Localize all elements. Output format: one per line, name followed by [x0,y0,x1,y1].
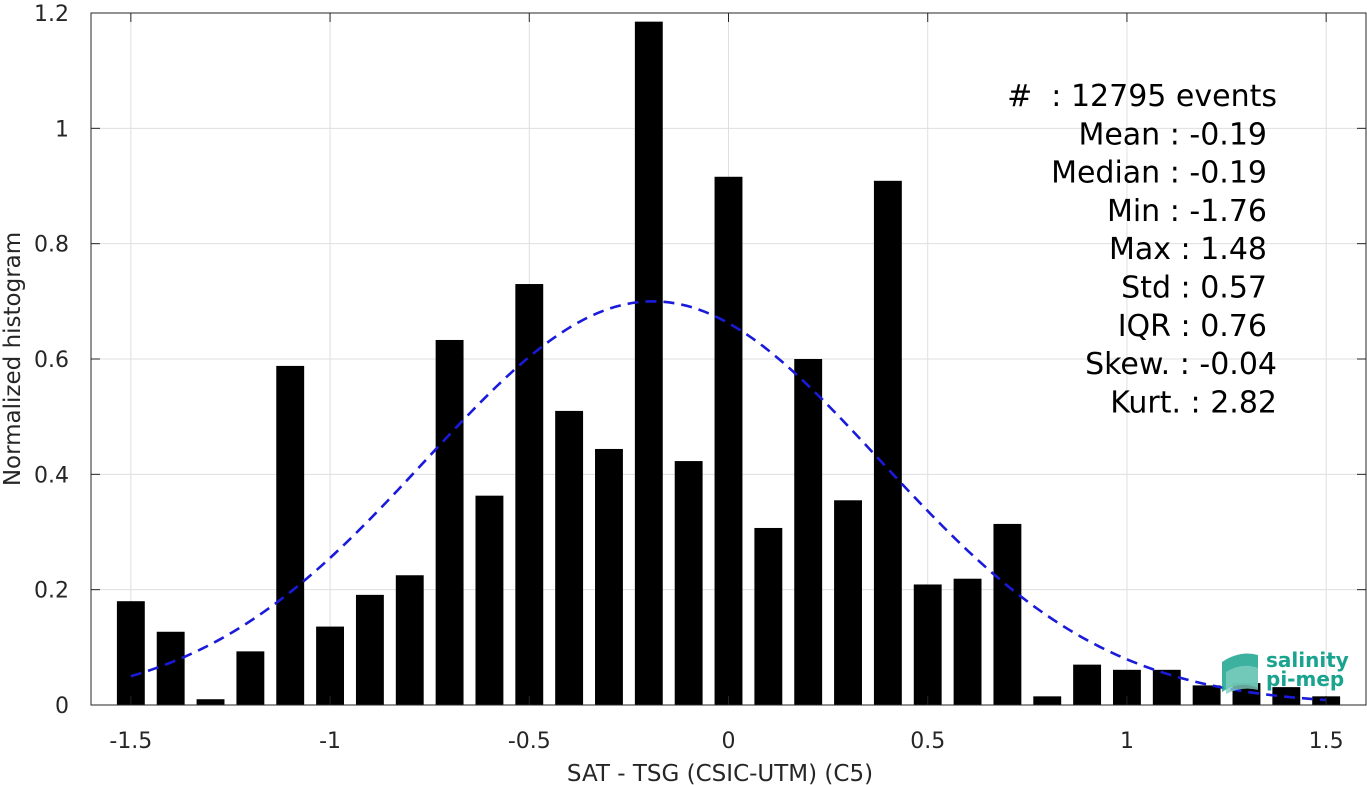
histogram-bar [834,500,862,705]
x-axis-label: SAT - TSG (CSIC-UTM) (C5) [567,761,873,785]
histogram-bar [993,523,1022,705]
histogram-bar [316,626,345,705]
histogram-bar [913,584,942,705]
histogram-bar [1033,696,1062,705]
axis-ticks [91,12,1366,706]
y-tick-label: 0.6 [34,348,69,373]
histogram-bar [595,448,623,705]
histogram-bars [116,21,1341,706]
x-tick-label: 0.5 [910,729,945,754]
x-tick-label: -1 [319,729,341,754]
x-tick-label: -1.5 [109,729,152,754]
stats-line: IQR : 0.76 [1118,309,1267,344]
histogram-bar [156,631,185,705]
histogram-bar [475,495,504,705]
y-tick-label: 0 [55,694,69,719]
histogram-bar [1073,664,1102,705]
histogram-bar [754,527,783,705]
histogram-bar [634,21,663,705]
histogram-bar [714,176,743,706]
y-tick-label: 1 [55,117,69,142]
histogram-bar [794,359,823,705]
histogram-bar [555,410,584,705]
salinity-pi-mep-logo: salinity pi-mep [1222,648,1349,694]
histogram-bar [395,575,424,705]
stats-line: Median : -0.19 [1051,156,1267,191]
wave-icon [1222,653,1258,694]
stats-line: Kurt. : 2.82 [1110,385,1277,420]
stats-line: Skew. : -0.04 [1085,347,1277,382]
histogram-bar [674,461,703,705]
histogram-bar [873,180,902,705]
logo-line1: salinity [1266,648,1349,672]
histogram-bar [116,601,145,705]
histogram-bar [196,699,225,705]
y-tick-labels: 0 0.2 0.4 0.6 0.8 1 1.2 [34,2,69,719]
y-axis-label: Normalized histogram [0,232,26,486]
stats-line: # : 12795 events [1007,79,1277,114]
y-tick-label: 0.4 [34,463,69,488]
y-tick-label: 1.2 [34,2,69,27]
y-tick-label: 0.2 [34,579,69,604]
x-tick-label: 0 [722,729,736,754]
x-tick-label: 1 [1120,729,1134,754]
y-tick-label: 0.8 [34,233,69,258]
histogram-bar [1192,685,1221,705]
histogram-bar [355,594,384,705]
histogram-bar [953,578,982,705]
stats-line: Mean : -0.19 [1078,117,1267,152]
stats-line: Min : -1.76 [1107,194,1267,229]
histogram-bar [236,651,265,705]
logo-line2: pi-mep [1266,667,1344,691]
histogram-bar [515,284,544,705]
histogram-bar [1152,669,1181,705]
histogram-bar [435,339,464,705]
x-tick-labels: -1.5 -1 -0.5 0 0.5 1 1.5 [109,729,1343,754]
histogram-bar [276,365,305,705]
stats-line: Std : 0.57 [1121,271,1267,306]
stats-line: Max : 1.48 [1109,232,1267,267]
x-tick-label: 1.5 [1309,729,1344,754]
x-tick-label: -0.5 [508,729,551,754]
